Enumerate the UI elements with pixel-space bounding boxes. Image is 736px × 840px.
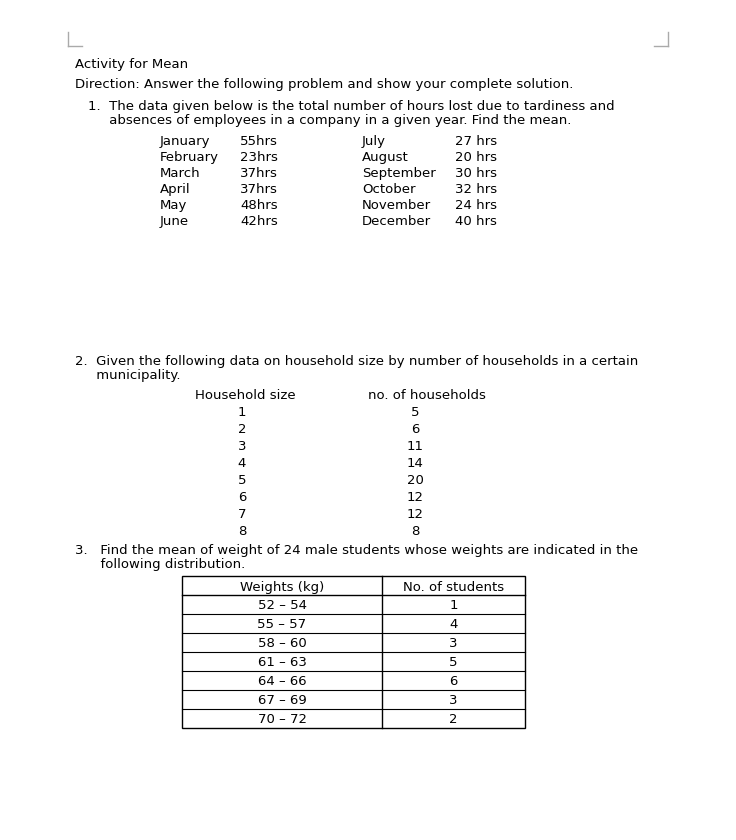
Text: 24 hrs: 24 hrs — [455, 199, 497, 212]
Text: June: June — [160, 215, 189, 228]
Text: 67 – 69: 67 – 69 — [258, 694, 306, 707]
Text: 42hrs: 42hrs — [240, 215, 277, 228]
Text: 40 hrs: 40 hrs — [455, 215, 497, 228]
Text: 5: 5 — [238, 474, 247, 487]
Text: following distribution.: following distribution. — [75, 558, 245, 571]
Text: 20 hrs: 20 hrs — [455, 151, 497, 164]
Text: 3: 3 — [238, 440, 247, 453]
Text: 5: 5 — [449, 656, 458, 669]
Text: March: March — [160, 167, 201, 180]
Text: 1.  The data given below is the total number of hours lost due to tardiness and: 1. The data given below is the total num… — [88, 100, 615, 113]
Text: 12: 12 — [406, 508, 423, 521]
Text: 11: 11 — [406, 440, 423, 453]
Text: Direction: Answer the following problem and show your complete solution.: Direction: Answer the following problem … — [75, 78, 573, 91]
Text: 37hrs: 37hrs — [240, 183, 278, 196]
Text: 64 – 66: 64 – 66 — [258, 675, 306, 688]
Text: 23hrs: 23hrs — [240, 151, 278, 164]
Text: Household size: Household size — [195, 389, 296, 402]
Text: 55hrs: 55hrs — [240, 135, 278, 148]
Text: 32 hrs: 32 hrs — [455, 183, 497, 196]
Text: 20: 20 — [406, 474, 423, 487]
Text: 27 hrs: 27 hrs — [455, 135, 497, 148]
Text: 3.   Find the mean of weight of 24 male students whose weights are indicated in : 3. Find the mean of weight of 24 male st… — [75, 544, 638, 557]
Text: absences of employees in a company in a given year. Find the mean.: absences of employees in a company in a … — [88, 114, 571, 127]
Text: October: October — [362, 183, 416, 196]
Text: December: December — [362, 215, 431, 228]
Text: 8: 8 — [411, 525, 420, 538]
Text: municipality.: municipality. — [75, 369, 180, 382]
Text: 3: 3 — [449, 637, 458, 650]
Text: 14: 14 — [406, 457, 423, 470]
Text: Weights (kg): Weights (kg) — [240, 581, 324, 594]
Text: September: September — [362, 167, 436, 180]
Text: May: May — [160, 199, 188, 212]
Text: January: January — [160, 135, 210, 148]
Text: 37hrs: 37hrs — [240, 167, 278, 180]
Text: 6: 6 — [449, 675, 458, 688]
Text: 70 – 72: 70 – 72 — [258, 713, 306, 726]
Text: 12: 12 — [406, 491, 423, 504]
Text: 1: 1 — [449, 599, 458, 612]
Text: 61 – 63: 61 – 63 — [258, 656, 306, 669]
Text: No. of students: No. of students — [403, 581, 504, 594]
Text: 3: 3 — [449, 694, 458, 707]
Text: 7: 7 — [238, 508, 247, 521]
Text: August: August — [362, 151, 408, 164]
Text: 6: 6 — [411, 423, 420, 436]
Text: 52 – 54: 52 – 54 — [258, 599, 306, 612]
Text: 48hrs: 48hrs — [240, 199, 277, 212]
Text: July: July — [362, 135, 386, 148]
Text: 55 – 57: 55 – 57 — [258, 618, 307, 631]
Text: 1: 1 — [238, 406, 247, 419]
Text: Activity for Mean: Activity for Mean — [75, 58, 188, 71]
Text: April: April — [160, 183, 191, 196]
Text: no. of households: no. of households — [368, 389, 486, 402]
Text: November: November — [362, 199, 431, 212]
Text: 2: 2 — [238, 423, 247, 436]
Text: 30 hrs: 30 hrs — [455, 167, 497, 180]
Text: 2.  Given the following data on household size by number of households in a cert: 2. Given the following data on household… — [75, 355, 638, 368]
Text: 4: 4 — [449, 618, 458, 631]
Bar — [182, 576, 525, 728]
Text: 2: 2 — [449, 713, 458, 726]
Text: 58 – 60: 58 – 60 — [258, 637, 306, 650]
Text: 8: 8 — [238, 525, 246, 538]
Text: 5: 5 — [411, 406, 420, 419]
Text: February: February — [160, 151, 219, 164]
Text: 4: 4 — [238, 457, 246, 470]
Text: 6: 6 — [238, 491, 246, 504]
